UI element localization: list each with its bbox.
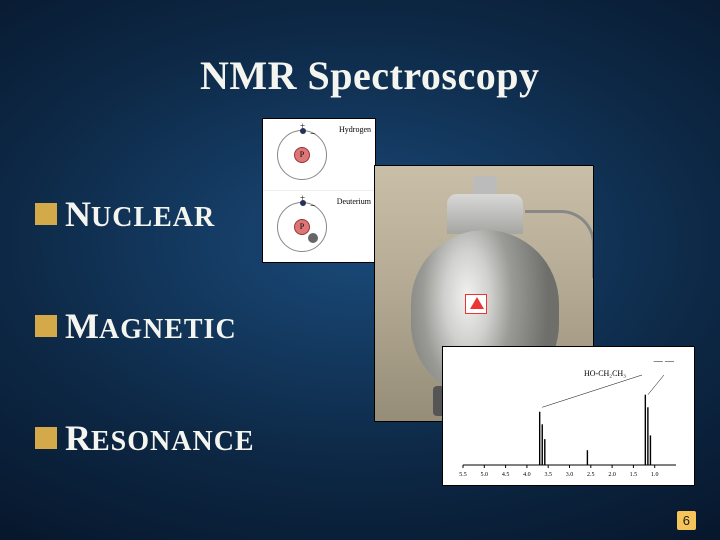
neutron-icon [308, 233, 318, 243]
deuterium-row: + P − Deuterium [263, 191, 375, 262]
bullet-rest: ESONANCE [91, 426, 255, 457]
bullet-square-icon [35, 203, 57, 225]
svg-text:1.0: 1.0 [651, 472, 659, 478]
bullet-text: NUCLEAR [65, 193, 215, 235]
svg-text:5.0: 5.0 [481, 472, 489, 478]
bullet-first-letter: N [65, 194, 91, 234]
svg-text:3.5: 3.5 [544, 472, 552, 478]
hydrogen-label: Hydrogen [339, 125, 371, 134]
svg-text:1.5: 1.5 [630, 472, 638, 478]
warning-label-icon [465, 294, 487, 314]
bullet-first-letter: M [65, 306, 99, 346]
svg-text:2.0: 2.0 [608, 472, 616, 478]
minus-icon: − [310, 129, 316, 140]
svg-text:2.5: 2.5 [587, 472, 595, 478]
hydrogen-row: + P − Hydrogen [263, 119, 375, 191]
proton-icon: P [294, 147, 310, 163]
bullet-square-icon [35, 427, 57, 449]
hydrogen-orbit-icon: + P − [277, 130, 327, 180]
bullet-rest: AGNETIC [99, 314, 237, 345]
svg-text:3.0: 3.0 [566, 472, 574, 478]
bullet-nuclear: NUCLEAR [35, 193, 215, 235]
svg-text:4.0: 4.0 [523, 472, 531, 478]
minus-icon: − [310, 201, 316, 212]
electron-icon [300, 200, 306, 206]
page-number-badge: 6 [677, 511, 696, 530]
svg-text:5.5: 5.5 [459, 472, 467, 478]
deuterium-label: Deuterium [337, 197, 371, 206]
dewar-top-icon [447, 194, 523, 234]
bullet-square-icon [35, 315, 57, 337]
isotope-diagram: + P − Hydrogen + P − Deuterium [262, 118, 376, 263]
nmr-spectrum: — — HO-CH₂CH₃ 5.5 5.0 4.5 4.0 3.5 3.0 2.5 2.0 1.… [442, 346, 695, 486]
electron-icon [300, 128, 306, 134]
spectrum-plot: 5.5 5.0 4.5 4.0 3.5 3.0 2.5 2.0 1.5 1.0 [453, 355, 686, 483]
svg-text:4.5: 4.5 [502, 472, 510, 478]
slide-title: NMR Spectroscopy [200, 52, 539, 99]
spectrum-compound-label: HO-CH₂CH₃ [584, 369, 626, 378]
bullet-rest: UCLEAR [91, 202, 215, 233]
bullet-first-letter: R [65, 418, 91, 458]
bullet-magnetic: MAGNETIC [35, 305, 237, 347]
spectrum-structure: — — [654, 357, 674, 367]
deuterium-orbit-icon: + P − [277, 202, 327, 252]
bullet-resonance: RESONANCE [35, 417, 255, 459]
bullet-text: RESONANCE [65, 417, 255, 459]
bullet-text: MAGNETIC [65, 305, 237, 347]
proton-icon: P [294, 219, 310, 235]
